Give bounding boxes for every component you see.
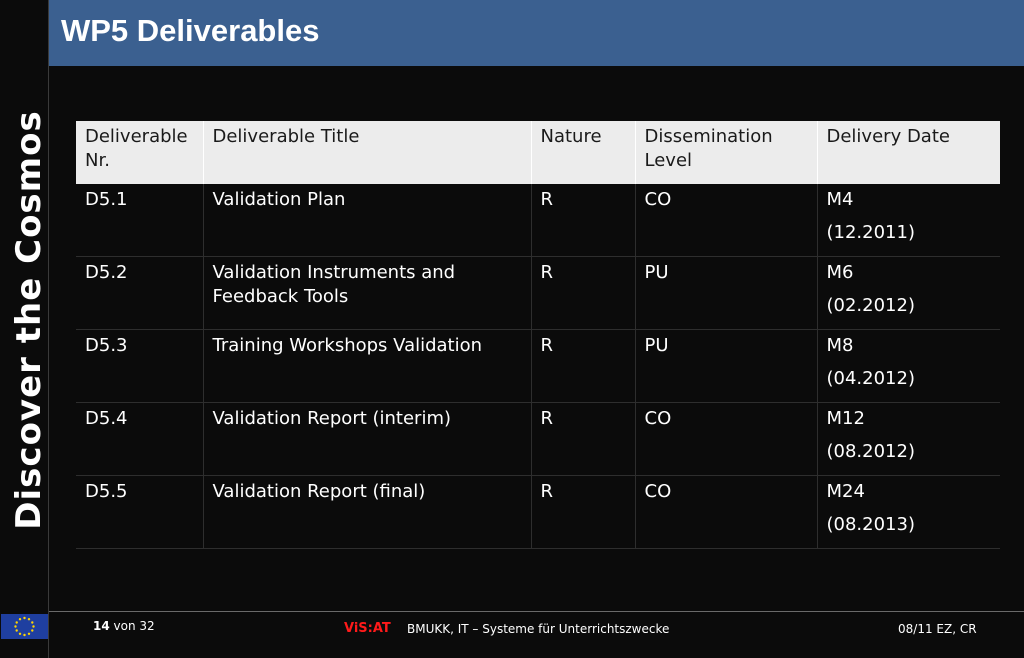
table-header-row: Deliverable Nr. Deliverable Title Nature… — [76, 121, 1000, 184]
slide-header: WP5 Deliverables — [49, 0, 1024, 66]
delivery-date: (02.2012) — [826, 295, 915, 316]
brand-logo-text: ViS:AT — [344, 621, 391, 636]
cell-delivery: M4 (12.2011) — [817, 184, 1000, 257]
cell-nature: R — [531, 329, 636, 403]
delivery-month: M6 — [826, 262, 854, 283]
delivery-month: M24 — [826, 481, 865, 502]
deliverables-table-container: Deliverable Nr. Deliverable Title Nature… — [76, 121, 1000, 549]
page-separator: von — [109, 619, 140, 633]
cell-level: CO — [635, 184, 818, 257]
delivery-date: (12.2011) — [826, 222, 915, 243]
delivery-month: M4 — [826, 189, 854, 210]
table-row: D5.3 Training Workshops Validation R PU … — [76, 329, 1000, 403]
cell-nature: R — [531, 475, 636, 549]
delivery-date: (08.2012) — [826, 441, 915, 462]
cell-level: CO — [635, 402, 818, 476]
page-current: 14 — [93, 619, 110, 633]
table-row: D5.2 Validation Instruments and Feedback… — [76, 256, 1000, 330]
footer-divider — [49, 611, 1024, 612]
cell-nr: D5.3 — [76, 329, 204, 403]
cell-title: Validation Plan — [203, 184, 532, 257]
cell-nr: D5.5 — [76, 475, 204, 549]
deliverables-table: Deliverable Nr. Deliverable Title Nature… — [76, 121, 1000, 549]
column-header-nature: Nature — [531, 121, 636, 184]
cell-delivery: M6 (02.2012) — [817, 256, 1000, 330]
delivery-month: M8 — [826, 335, 854, 356]
column-header-level: Dissemination Level — [635, 121, 818, 184]
cell-nature: R — [531, 184, 636, 257]
column-header-nr: Deliverable Nr. — [76, 121, 204, 184]
delivery-date: (04.2012) — [826, 368, 915, 389]
page-title: WP5 Deliverables — [61, 13, 320, 48]
cell-title: Training Workshops Validation — [203, 329, 532, 403]
delivery-month: M12 — [826, 408, 865, 429]
table-row: D5.1 Validation Plan R CO M4 (12.2011) — [76, 184, 1000, 257]
delivery-date: (08.2013) — [826, 514, 915, 535]
cell-delivery: M24 (08.2013) — [817, 475, 1000, 549]
column-header-title: Deliverable Title — [203, 121, 532, 184]
sidebar: Discover the Cosmos — [0, 0, 49, 658]
table-row: D5.5 Validation Report (final) R CO M24 … — [76, 475, 1000, 549]
cell-title: Validation Report (interim) — [203, 402, 532, 476]
cell-title: Validation Report (final) — [203, 475, 532, 549]
cell-delivery: M8 (04.2012) — [817, 329, 1000, 403]
column-header-date: Delivery Date — [817, 121, 1000, 184]
cell-level: PU — [635, 329, 818, 403]
cell-level: CO — [635, 475, 818, 549]
cell-title: Validation Instruments and Feedback Tool… — [203, 256, 532, 330]
footer-date: 08/11 EZ, CR — [898, 622, 977, 636]
table-row: D5.4 Validation Report (interim) R CO M1… — [76, 402, 1000, 476]
cell-level: PU — [635, 256, 818, 330]
cell-nature: R — [531, 256, 636, 330]
cell-nr: D5.4 — [76, 402, 204, 476]
footer-organization: BMUKK, IT – Systeme für Unterrichtszweck… — [407, 622, 670, 636]
page-total: 32 — [139, 619, 155, 633]
cell-nature: R — [531, 402, 636, 476]
cell-nr: D5.2 — [76, 256, 204, 330]
sidebar-title: Discover the Cosmos — [9, 110, 49, 530]
cell-nr: D5.1 — [76, 184, 204, 257]
page-number: 14 von 32 — [93, 619, 155, 633]
cell-delivery: M12 (08.2012) — [817, 402, 1000, 476]
eu-flag-icon — [1, 614, 48, 639]
